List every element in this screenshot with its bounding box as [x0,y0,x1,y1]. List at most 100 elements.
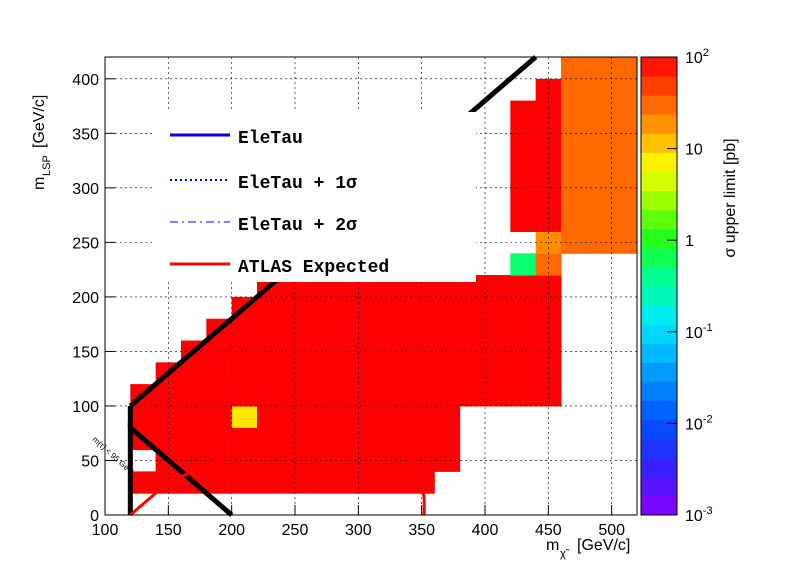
heatmap-cell [586,166,613,189]
heatmap-cell [510,362,537,385]
colorbar-band [641,114,677,134]
heatmap-cell [586,78,613,102]
colorbar-band [641,171,677,192]
x-tick-label: 400 [472,522,499,539]
heatmap-cell [282,384,309,407]
heatmap-cell [561,144,587,167]
heatmap-cell [181,405,207,429]
heatmap-cell [459,340,486,363]
z-tick-exponent: -2 [703,413,713,425]
legend-label-atlas-expected: ATLAS Expected [238,258,389,278]
heatmap-cell [333,405,359,429]
colorbar-band [641,495,677,516]
heatmap-cell [586,187,613,211]
heatmap-cell [510,209,537,232]
colorbar-band [641,476,677,497]
y-axis-label-unit: [GeV/c] [31,95,48,148]
heatmap-cell [535,187,562,211]
y-axis-ticks: 0 50 100 150 200 250 300 350 400 [72,72,115,525]
x-tick-label: 100 [92,522,119,539]
heatmap-cell [383,296,410,320]
heatmap-cell [459,362,486,385]
heatmap-cell [358,296,385,320]
heatmap-cell [206,362,233,385]
heatmap-cell [586,209,613,232]
heatmap-cell [181,449,207,472]
heatmap-cell [409,318,435,342]
y-axis-label: m LSP [GeV/c] [31,95,53,190]
x-axis-label-unit: [GeV/c] [577,537,630,554]
colorbar-band [641,400,677,421]
heatmap-cell [231,340,258,363]
x-tick-label: 350 [408,522,435,539]
colorbar-band [641,324,677,344]
heatmap-cell [358,471,385,494]
heatmap-cell [257,405,283,429]
colorbar-frame [640,56,678,516]
heatmap-cell [485,384,511,407]
heatmap-cell [561,209,587,232]
heatmap-cell [206,427,233,451]
heatmap-cell [535,209,562,232]
heatmap-cell [611,57,638,80]
heatmap-cell [485,318,511,342]
y-axis-label-main: m [31,177,48,190]
x-tick-label: 450 [535,522,562,539]
heatmap-cell [257,318,283,342]
heatmap-cell [383,405,410,429]
heatmap-cell [434,405,461,429]
colorbar-band [641,228,677,249]
x-axis-label-main: m [546,537,559,554]
heatmap-cell [231,471,258,494]
y-tick-label: 300 [72,181,99,198]
z-tick-label: 10 [685,142,703,159]
y-tick-label: 0 [90,508,99,525]
heatmap-cell [231,449,258,472]
heatmap-cell [611,144,638,167]
heatmap-cell [409,384,435,407]
heatmap-cell [434,296,461,320]
heatmap-cell [611,78,638,102]
heatmap-cell [510,144,537,167]
heatmap-cell [181,384,207,407]
heatmap-cells [130,57,638,494]
heatmap-cell [257,340,283,363]
colorbar-band [641,381,677,401]
plot-frame [104,56,638,516]
heatmap-cell [535,144,562,167]
x-tick-label: 300 [345,522,372,539]
heatmap-cell [307,405,334,429]
y-tick-label: 50 [81,453,99,470]
legend: EleTau EleTau + 1σ EleTau + 2σ ATLAS Exp… [152,112,476,282]
y-tick-label: 200 [72,290,99,307]
heatmap-cell [561,122,587,145]
heatmap-cell [611,231,638,254]
colorbar-band [641,190,677,211]
z-tick-exponent: -3 [703,505,713,517]
heatmap-cell [510,166,537,189]
heatmap-cell [586,57,613,80]
heatmap-cell [535,340,562,363]
z-tick-label: 1 [685,233,694,250]
heatmap-cell [485,340,511,363]
colorbar-band [641,305,677,325]
colorbar-band [641,209,677,230]
heatmap-cell [535,318,562,342]
y-tick-label: 100 [72,399,99,416]
heatmap-cell [561,57,587,80]
heatmap-cell [333,384,359,407]
heatmap-cell [383,362,410,385]
heatmap-cell [383,384,410,407]
heatmap-cell [231,384,258,407]
heatmap-cell [333,296,359,320]
y-tick-label: 350 [72,126,99,143]
colorbar-band [641,95,677,115]
heatmap-cell [358,405,385,429]
heatmap-cell [561,100,587,123]
heatmap-cell [459,384,486,407]
colorbar-band [641,152,677,172]
heatmap-cell [434,427,461,451]
legend-label-eletau-2sigma: EleTau + 2σ [238,216,357,236]
heatmap-cell [307,296,334,320]
atlas-expected-curve [129,437,426,517]
